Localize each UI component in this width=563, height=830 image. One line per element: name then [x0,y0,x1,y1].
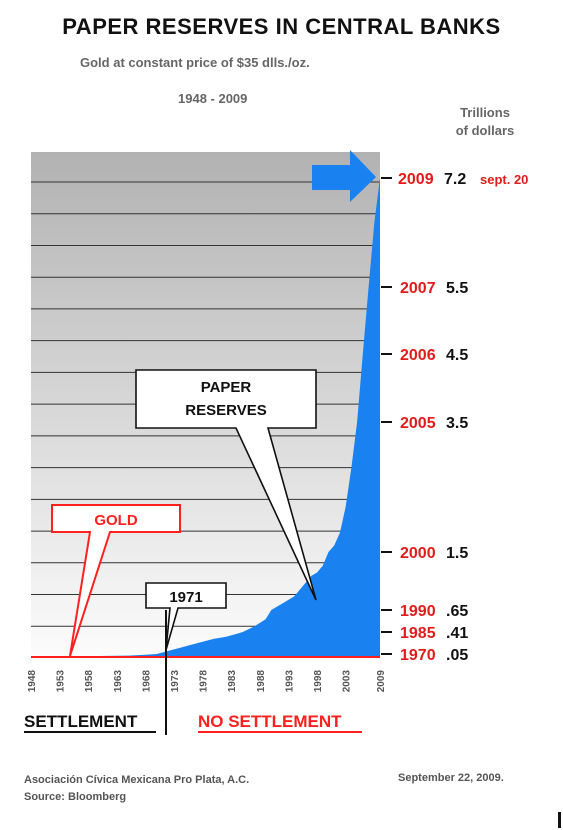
footer-source: Source: Bloomberg [24,791,127,803]
value-label-amount: 4.5 [446,347,468,364]
chart-svg: 2009 7.2 sept. 20 2007 5.5 2006 4.5 2005 3.5 2000… [24,150,528,735]
x-tick-label: 1973 [170,670,181,693]
value-label-year: 2007 [400,280,436,297]
units-line-2: of dollars [455,123,515,138]
value-label-year: 1970 [400,647,436,664]
footer-date: September 22, 2009. [398,772,504,784]
gold-callout [51,504,181,657]
paper-callout [135,369,317,601]
units-label: Trillions of dollars [440,104,530,140]
year-1971-callout [145,582,227,651]
footer-credits: Asociación Cívica Mexicana Pro Plata, A.… [24,772,249,806]
gold-callout-label: GOLD [94,512,137,529]
footer-org: Asociación Cívica Mexicana Pro Plata, A.… [24,774,250,786]
value-label-amount: 3.5 [446,415,468,432]
value-label-year: 1985 [400,625,436,642]
x-tick-label: 1968 [141,670,152,693]
value-label-amount: 7.2 [444,171,466,188]
value-label-amount: .05 [446,647,468,664]
settlement-label: SETTLEMENT [24,712,138,731]
value-label-amount: .41 [446,625,468,642]
x-tick-label: 1958 [84,670,95,693]
value-label-year: 2009 [398,171,434,188]
value-label-amount: 1.5 [446,545,468,562]
x-tick-label: 1963 [113,670,124,693]
chart-period: 1948 - 2009 [178,91,248,106]
chart-subtitle: Gold at constant price of $35 dlls./oz. [80,55,310,70]
x-tick-label: 1983 [227,670,238,693]
value-label-year: 1990 [400,603,436,620]
x-tick-label: 1993 [284,670,295,693]
paper-callout-line-1: PAPER [201,379,252,396]
paper-reserves-area [31,178,380,658]
corner-mark [558,812,561,828]
no-settlement-label: NO SETTLEMENT [198,712,342,731]
x-tick-label: 2003 [342,670,353,693]
value-label-year: 2000 [400,545,436,562]
x-tick-label: 1948 [27,670,38,693]
value-label-note: sept. 20 [480,172,528,187]
arrow-2009-icon [312,150,376,202]
value-label-amount: .65 [446,603,468,620]
x-tick-label: 1978 [199,670,210,693]
value-label-year: 2006 [400,347,436,364]
x-tick-label: 1953 [56,670,67,693]
chart-title: PAPER RESERVES IN CENTRAL BANKS [62,14,501,39]
paper-callout-line-2: RESERVES [185,402,266,419]
x-tick-label: 2009 [376,670,387,693]
value-label-amount: 5.5 [446,280,468,297]
year-1971-label: 1971 [169,589,202,606]
x-tick-label: 1988 [256,670,267,693]
units-line-1: Trillions [460,105,510,120]
value-label-year: 2005 [400,415,436,432]
x-tick-label: 1998 [313,670,324,693]
